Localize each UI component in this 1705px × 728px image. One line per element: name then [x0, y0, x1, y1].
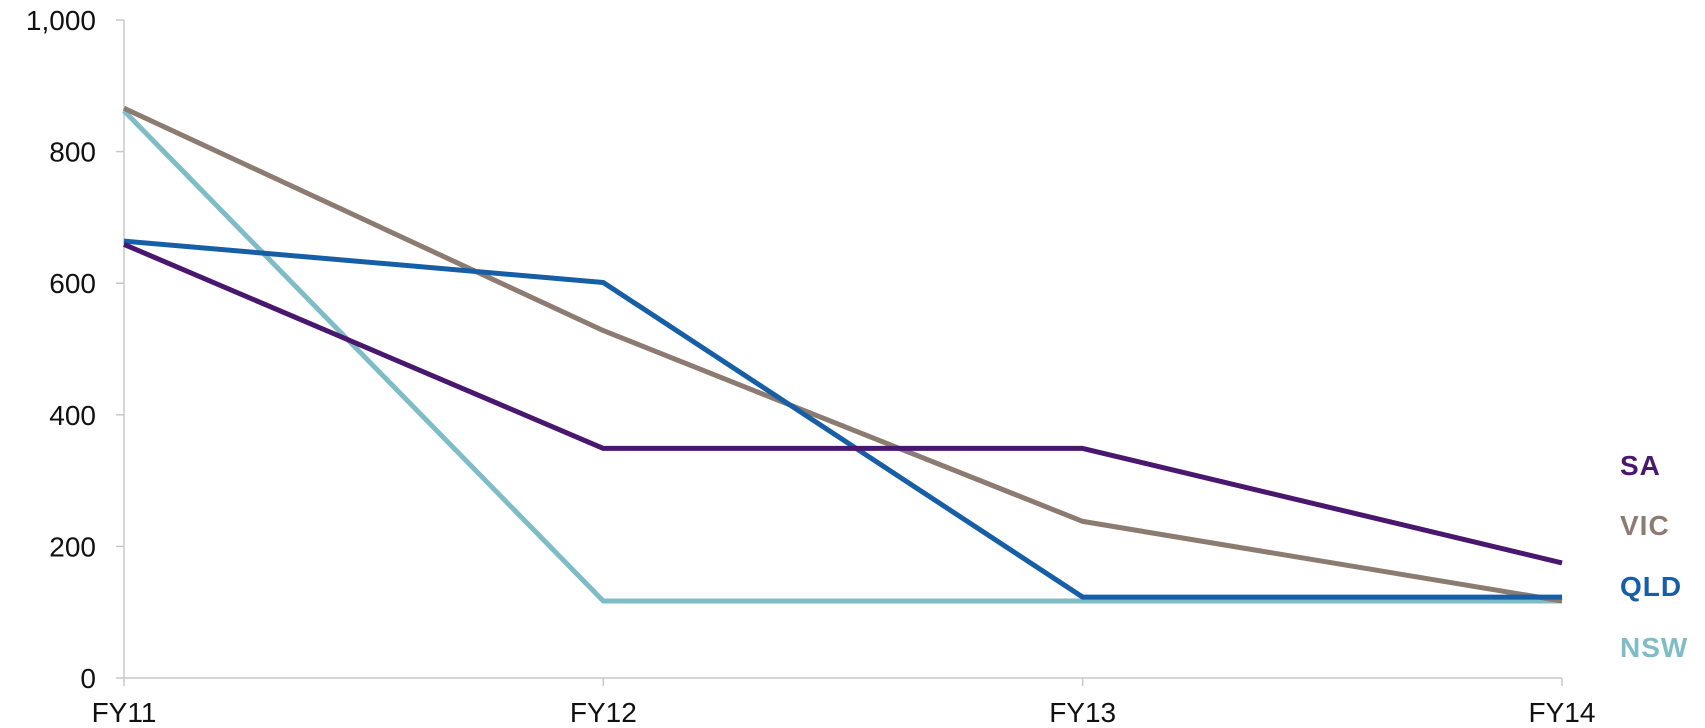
series-line-sa — [123, 242, 1563, 566]
series-label-qld: QLD — [1620, 571, 1682, 602]
x-tick-label: FY13 — [1049, 697, 1116, 728]
y-tick-label: 200 — [49, 531, 96, 562]
series-label-sa: SA — [1620, 450, 1661, 481]
series-line-nsw — [122, 109, 1562, 604]
y-tick-label: 800 — [49, 137, 96, 168]
y-tick-label: 400 — [49, 400, 96, 431]
y-tick-label: 0 — [80, 663, 96, 694]
y-tick-label: 600 — [49, 268, 96, 299]
series-line-vic — [122, 105, 1563, 604]
axes: 0 200 400 600 800 1,000 FY11 FY12 FY13 FY14 — [26, 5, 1596, 728]
x-tick-label: FY11 — [92, 697, 157, 728]
series-lines — [122, 105, 1563, 604]
x-tick-label: FY12 — [570, 697, 637, 728]
series-line-qld — [123, 238, 1562, 600]
x-tick-label: FY14 — [1529, 697, 1596, 728]
series-label-nsw: NSW — [1620, 632, 1688, 663]
series-label-vic: VIC — [1620, 510, 1670, 541]
series-labels: SA VIC QLD NSW — [1620, 450, 1688, 663]
y-tick-label: 1,000 — [26, 5, 96, 36]
